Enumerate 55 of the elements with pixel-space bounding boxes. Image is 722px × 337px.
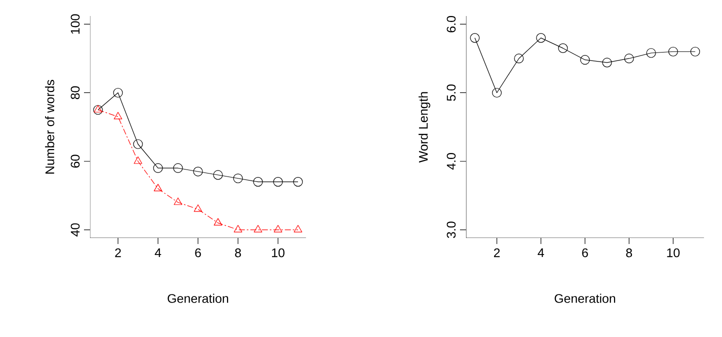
x-tick-label: 4: [538, 248, 544, 257]
x-tick-label: 2: [494, 248, 500, 258]
point: [558, 43, 568, 53]
point: [133, 139, 143, 149]
point: [514, 54, 524, 64]
point: [113, 88, 123, 98]
point: [293, 177, 303, 187]
point: [213, 170, 223, 180]
point: [668, 46, 678, 56]
y-tick-label: 60: [70, 154, 80, 168]
x-tick-label: 10: [272, 248, 284, 258]
point: [536, 33, 546, 43]
y-tick-label: 4.0: [446, 153, 456, 170]
point: [114, 112, 122, 120]
point: [624, 54, 634, 64]
x-axis-title: Generation: [554, 294, 616, 303]
point: [294, 224, 302, 232]
y-tick-label: 6.0: [446, 16, 456, 32]
x-tick-label: 10: [667, 248, 680, 258]
x-tick-label: 8: [235, 248, 241, 258]
y-tick-label: 40: [70, 223, 80, 236]
point: [580, 55, 590, 65]
x-tick-label: 6: [582, 248, 588, 258]
point: [193, 166, 203, 176]
point: [602, 58, 612, 68]
point: [492, 88, 502, 98]
point: [94, 105, 102, 112]
point: [233, 174, 243, 184]
point: [646, 48, 656, 58]
point: [194, 204, 202, 212]
x-tick-label: 6: [195, 248, 201, 258]
point: [690, 46, 700, 56]
y-axis-title: Number of words: [45, 80, 54, 174]
point: [153, 163, 163, 173]
point: [273, 177, 283, 187]
point: [234, 224, 242, 232]
y-tick-label: 5.0: [446, 84, 456, 101]
y-tick-label: 100: [70, 14, 80, 34]
point: [470, 33, 480, 43]
y-tick-label: 3.0: [446, 222, 456, 238]
point: [173, 163, 183, 173]
point: [134, 156, 142, 164]
point: [253, 177, 263, 187]
point: [274, 224, 282, 232]
x-tick-label: 8: [626, 248, 632, 258]
y-tick-label: 80: [70, 86, 80, 100]
point: [93, 105, 103, 115]
x-axis-title: Generation: [168, 294, 228, 303]
point: [214, 218, 222, 226]
point: [174, 198, 182, 205]
x-tick-label: 4: [154, 248, 162, 257]
y-axis-title: Word Length: [418, 92, 430, 163]
point: [154, 184, 162, 192]
x-tick-label: 2: [115, 248, 121, 258]
point: [254, 224, 262, 232]
